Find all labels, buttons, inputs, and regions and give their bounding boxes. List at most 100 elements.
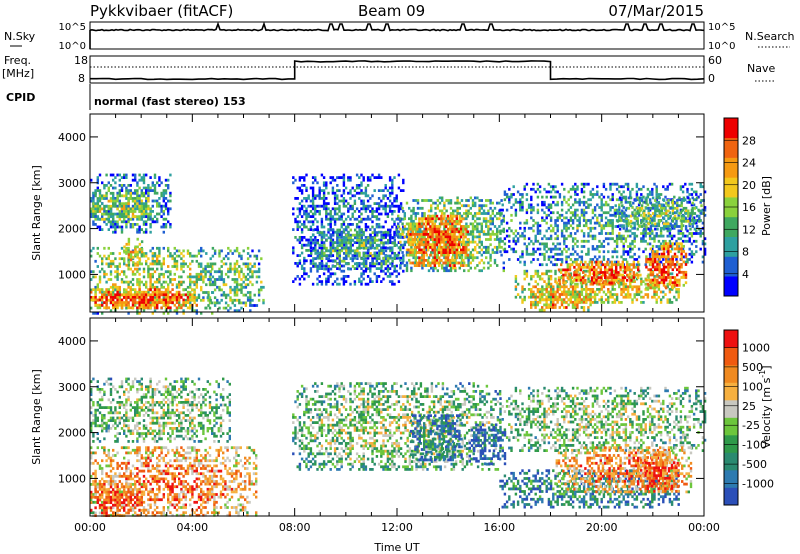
power-cell xyxy=(316,277,319,281)
power-cell xyxy=(371,173,374,177)
power-cell xyxy=(189,262,192,266)
power-cell xyxy=(662,239,665,243)
power-cell xyxy=(467,269,470,273)
power-cell xyxy=(373,241,376,244)
power-cell xyxy=(134,250,137,254)
power-cell xyxy=(167,291,170,294)
power-cell xyxy=(611,195,614,199)
power-cell xyxy=(103,184,106,187)
power-cell xyxy=(227,270,230,274)
power-cell xyxy=(574,298,577,302)
power-cell xyxy=(458,232,461,236)
power-cell xyxy=(425,222,428,226)
power-cell xyxy=(162,223,165,226)
power-cell xyxy=(298,236,302,239)
power-cell xyxy=(427,199,431,202)
power-cell xyxy=(395,217,398,221)
power-cell xyxy=(131,306,135,310)
power-cell xyxy=(366,225,370,229)
power-cell xyxy=(393,265,396,268)
power-cell xyxy=(140,178,143,182)
power-cell xyxy=(125,176,128,179)
power-cell xyxy=(631,247,634,251)
power-cell xyxy=(134,202,137,205)
power-cell xyxy=(303,262,306,265)
power-cell xyxy=(229,288,232,292)
power-cell xyxy=(642,234,645,238)
power-cell xyxy=(514,229,518,233)
power-cell xyxy=(94,298,97,302)
power-cell xyxy=(231,278,234,281)
power-cell xyxy=(416,251,419,254)
power-cell xyxy=(571,252,575,256)
power-cell xyxy=(220,278,223,281)
power-cell xyxy=(318,262,322,266)
power-cell xyxy=(358,197,361,200)
power-cell xyxy=(158,252,161,255)
power-cell xyxy=(318,194,321,198)
power-cell xyxy=(655,187,658,191)
power-cell xyxy=(380,262,383,266)
power-cell xyxy=(107,262,110,266)
power-cell xyxy=(405,253,409,257)
power-cell xyxy=(622,206,625,209)
power-cell xyxy=(510,195,513,199)
power-cell xyxy=(231,267,234,271)
power-cell xyxy=(318,231,322,234)
power-cell xyxy=(444,235,447,239)
power-cell xyxy=(300,184,304,187)
power-cell xyxy=(467,209,470,213)
power-cell xyxy=(525,250,529,254)
power-cell xyxy=(462,243,465,247)
power-cell xyxy=(316,210,319,213)
power-cell xyxy=(502,214,505,218)
power-cell xyxy=(303,178,306,182)
power-cell xyxy=(407,248,410,252)
power-cell xyxy=(320,259,324,263)
power-cell xyxy=(347,223,350,226)
power-cell xyxy=(565,260,568,264)
power-cell xyxy=(600,229,603,233)
power-cell xyxy=(607,219,610,222)
power-cell xyxy=(558,258,562,261)
power-cell xyxy=(552,290,555,294)
power-cell xyxy=(178,283,181,287)
power-cell xyxy=(387,241,390,245)
power-cell xyxy=(318,275,321,278)
power-cell xyxy=(186,290,190,294)
power-cell xyxy=(491,251,494,254)
power-cell xyxy=(145,204,148,208)
power-cell xyxy=(140,306,143,310)
power-cell xyxy=(633,221,636,225)
power-cell xyxy=(554,290,557,294)
power-cell xyxy=(218,267,221,271)
power-cell xyxy=(355,267,359,270)
power-cell xyxy=(125,204,128,208)
power-cell xyxy=(322,181,326,185)
power-cell xyxy=(112,212,115,216)
power-cell xyxy=(246,278,250,281)
power-cell xyxy=(98,298,102,302)
power-cell xyxy=(642,219,645,222)
power-cell xyxy=(94,301,97,304)
power-cell xyxy=(360,233,363,237)
power-cell xyxy=(109,272,113,276)
power-cell xyxy=(345,233,348,237)
power-cell xyxy=(485,204,488,208)
power-cell xyxy=(591,234,595,238)
power-cell xyxy=(329,217,332,221)
power-cell xyxy=(338,259,341,263)
power-cell xyxy=(596,245,599,248)
power-cell xyxy=(414,248,417,252)
power-cell xyxy=(238,270,241,274)
power-cell xyxy=(478,232,481,236)
power-cell xyxy=(445,253,448,257)
power-cell xyxy=(397,256,401,260)
power-cell xyxy=(318,267,321,270)
power-cell xyxy=(120,228,124,231)
power-cell xyxy=(94,215,97,219)
power-cell xyxy=(611,255,614,259)
power-cell xyxy=(499,237,502,241)
power-cell xyxy=(556,285,559,289)
power-cell xyxy=(631,221,634,225)
